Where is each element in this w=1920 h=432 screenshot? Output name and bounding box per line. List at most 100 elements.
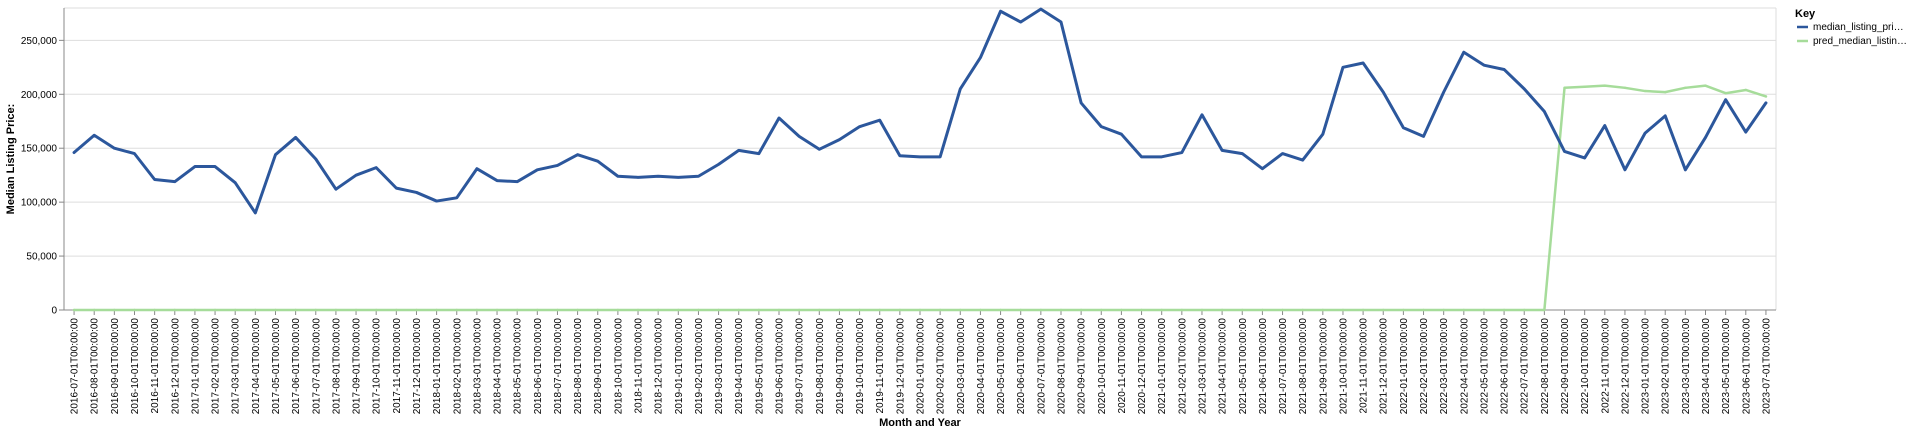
series-point-1 (1563, 86, 1566, 90)
x-tick-label: 2021-12-01T00:00:00 (1379, 318, 1390, 415)
series-point-1 (113, 308, 116, 312)
x-tick-label: 2023-04-01T00:00:00 (1701, 318, 1712, 415)
x-tick-label: 2023-05-01T00:00:00 (1721, 318, 1732, 415)
series-point-0 (173, 180, 176, 183)
series-point-1 (838, 308, 841, 312)
series-point-1 (1764, 95, 1768, 98)
series-point-0 (1664, 114, 1667, 118)
x-tick-label: 2022-11-01T00:00:00 (1600, 318, 1611, 414)
series-point-1 (294, 308, 297, 312)
series-point-0 (818, 148, 821, 151)
series-point-1 (1120, 308, 1123, 312)
series-point-0 (334, 188, 338, 191)
series-point-0 (858, 125, 861, 128)
series-point-0 (1402, 126, 1405, 129)
x-tick-label: 2017-01-01T00:00:00 (190, 318, 201, 415)
series-point-0 (254, 211, 257, 215)
series-point-0 (1241, 152, 1244, 155)
series-point-0 (1442, 90, 1445, 94)
series-point-1 (979, 308, 982, 312)
series-point-1 (576, 308, 579, 312)
series-point-1 (636, 308, 640, 312)
x-tick-label: 2022-06-01T00:00:00 (1500, 318, 1511, 415)
series-point-0 (274, 153, 277, 156)
series-point-0 (455, 196, 458, 200)
series-point-1 (374, 308, 378, 312)
series-point-0 (1261, 167, 1264, 170)
x-tick-label: 2021-02-01T00:00:00 (1177, 318, 1188, 415)
x-tick-label: 2016-11-01T00:00:00 (150, 318, 161, 414)
series-point-1 (354, 308, 358, 312)
series-point-1 (1140, 308, 1143, 312)
x-tick-label: 2020-02-01T00:00:00 (936, 318, 947, 415)
series-point-1 (1180, 308, 1184, 312)
series-point-0 (898, 154, 902, 157)
series-point-1 (1382, 308, 1385, 312)
x-tick-label: 2017-05-01T00:00:00 (271, 318, 282, 415)
x-tick-label: 2021-06-01T00:00:00 (1258, 318, 1269, 415)
x-tick-label: 2018-10-01T00:00:00 (613, 318, 624, 415)
x-tick-label: 2016-08-01T00:00:00 (90, 318, 101, 415)
series-point-1 (918, 308, 922, 312)
x-tick-label: 2020-07-01T00:00:00 (1036, 318, 1047, 415)
series-point-1 (938, 308, 942, 312)
series-point-0 (1482, 63, 1486, 67)
series-layer (72, 7, 1768, 312)
x-tick-label: 2017-06-01T00:00:00 (291, 318, 302, 415)
series-point-1 (1361, 308, 1365, 312)
series-point-1 (1462, 308, 1466, 312)
series-point-0 (133, 152, 136, 155)
series-point-1 (677, 308, 680, 312)
series-point-1 (1502, 308, 1506, 312)
x-tick-label: 2019-09-01T00:00:00 (835, 318, 846, 415)
x-tick-label: 2018-01-01T00:00:00 (432, 318, 443, 415)
series-point-1 (1160, 308, 1163, 312)
x-tick-label: 2021-08-01T00:00:00 (1298, 318, 1309, 415)
series-point-1 (314, 308, 317, 312)
series-point-0 (1059, 20, 1063, 24)
series-point-1 (878, 308, 881, 312)
x-tick-label: 2019-03-01T00:00:00 (714, 318, 725, 415)
series-point-0 (1563, 150, 1566, 153)
series-point-1 (1684, 86, 1687, 90)
series-point-1 (1704, 84, 1707, 87)
series-point-1 (274, 308, 277, 312)
series-point-1 (1664, 90, 1667, 94)
series-point-1 (1019, 308, 1022, 312)
series-point-0 (1361, 61, 1365, 65)
series-point-0 (1643, 131, 1647, 135)
x-tick-label: 2023-03-01T00:00:00 (1681, 318, 1692, 415)
x-tick-label: 2016-07-01T00:00:00 (70, 318, 81, 415)
x-tick-label: 2020-12-01T00:00:00 (1137, 318, 1148, 415)
y-axis-title: Median Listing Price: (5, 104, 17, 215)
series-point-0 (717, 163, 720, 166)
x-tick-label: 2019-11-01T00:00:00 (875, 318, 886, 414)
x-axis: 2016-07-01T00:00:00 2016-08-01T00:00:00 20… (64, 309, 1776, 415)
series-point-1 (435, 308, 438, 312)
series-point-0 (113, 147, 116, 150)
series-point-1 (254, 308, 257, 312)
series-point-1 (777, 308, 781, 312)
series-point-0 (797, 135, 801, 138)
series-point-1 (757, 308, 761, 312)
series-point-1 (1603, 84, 1607, 87)
x-tick-label: 2018-12-01T00:00:00 (654, 318, 665, 415)
x-tick-label: 2018-03-01T00:00:00 (472, 318, 483, 415)
series-point-1 (1744, 88, 1747, 92)
series-point-1 (797, 308, 801, 312)
x-tick-label: 2019-01-01T00:00:00 (674, 318, 685, 415)
x-tick-label: 2021-03-01T00:00:00 (1197, 318, 1208, 415)
series-point-1 (495, 308, 499, 312)
x-tick-label: 2022-10-01T00:00:00 (1580, 318, 1591, 415)
series-point-0 (1180, 151, 1184, 154)
x-tick-label: 2019-05-01T00:00:00 (754, 318, 765, 415)
x-tick-label: 2020-09-01T00:00:00 (1077, 318, 1088, 415)
x-tick-label: 2020-10-01T00:00:00 (1097, 318, 1108, 415)
series-point-0 (395, 186, 398, 190)
series-point-0 (1039, 7, 1043, 11)
series-point-0 (1321, 132, 1325, 136)
x-tick-label: 2023-02-01T00:00:00 (1661, 318, 1672, 415)
series-point-1 (536, 308, 539, 312)
series-point-0 (234, 181, 237, 184)
x-tick-label: 2016-12-01T00:00:00 (170, 318, 181, 415)
